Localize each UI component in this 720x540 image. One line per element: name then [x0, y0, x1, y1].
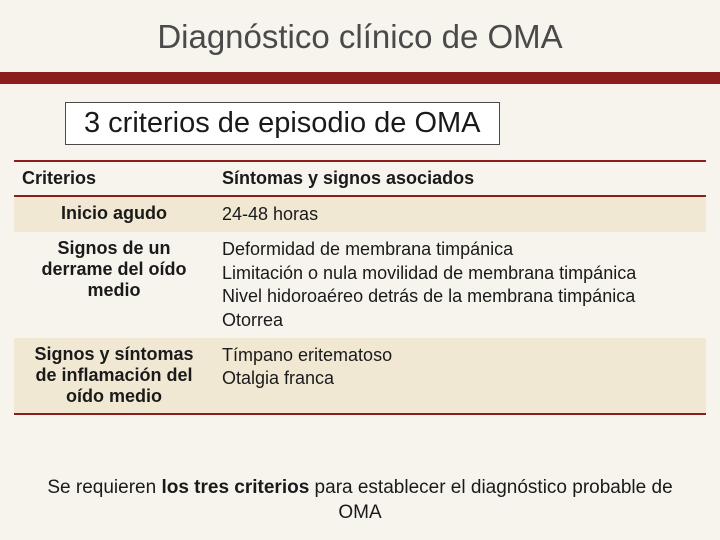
symptom-line: Limitación o nula movilidad de membrana …	[222, 262, 698, 285]
symptom-line: Tímpano eritematoso	[222, 344, 698, 367]
symptom-line: Otalgia franca	[222, 367, 698, 390]
cell-criterio: Inicio agudo	[14, 196, 214, 232]
col-header-sintomas: Síntomas y signos asociados	[214, 161, 706, 196]
footer-bold: los tres criterios	[161, 477, 309, 498]
footer-note: Se requieren los tres criterios para est…	[0, 476, 720, 525]
symptom-line: Nivel hidoroaéreo detrás de la membrana …	[222, 285, 698, 308]
symptom-line: Deformidad de membrana timpánica	[222, 238, 698, 261]
title-accent-band	[0, 72, 720, 84]
footer-pre: Se requieren	[47, 477, 161, 498]
table-row: Signos y síntomas de inflamación del oíd…	[14, 338, 706, 414]
page-title: Diagnóstico clínico de OMA	[0, 18, 720, 56]
symptom-line: 24-48 horas	[222, 203, 698, 226]
cell-criterio: Signos y síntomas de inflamación del oíd…	[14, 338, 214, 414]
table-row: Signos de un derrame del oído medio Defo…	[14, 232, 706, 338]
footer-post: para establecer el diagnóstico probable …	[309, 477, 672, 523]
cell-sintomas: 24-48 horas	[214, 196, 706, 232]
table-row: Inicio agudo 24-48 horas	[14, 196, 706, 232]
table-header-row: Criterios Síntomas y signos asociados	[14, 161, 706, 196]
cell-sintomas: Deformidad de membrana timpánica Limitac…	[214, 232, 706, 338]
criteria-table: Criterios Síntomas y signos asociados In…	[14, 160, 706, 415]
cell-sintomas: Tímpano eritematoso Otalgia franca	[214, 338, 706, 414]
symptom-line: Otorrea	[222, 309, 698, 332]
subtitle-box: 3 criterios de episodio de OMA	[65, 102, 500, 145]
cell-criterio: Signos de un derrame del oído medio	[14, 232, 214, 338]
col-header-criterios: Criterios	[14, 161, 214, 196]
